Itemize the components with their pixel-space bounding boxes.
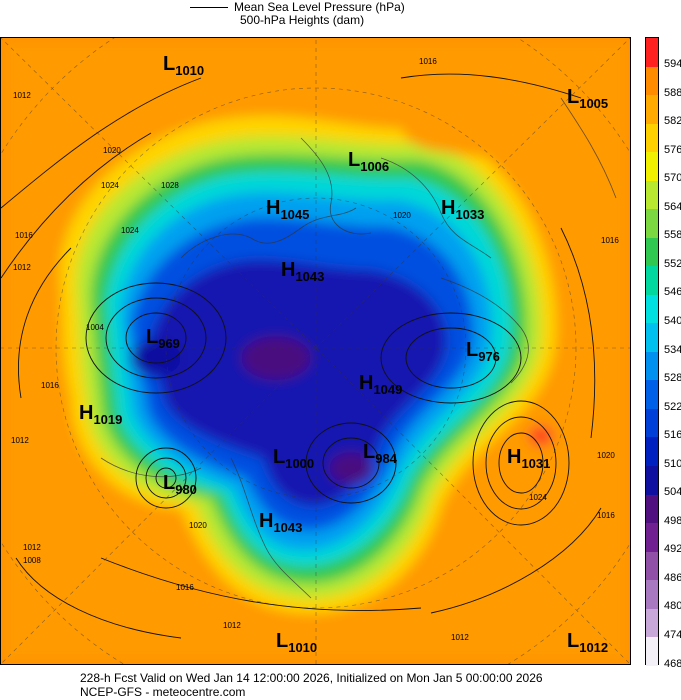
pressure-systems-layer: L1010 L1005 L1006 H1045 H1033 H1043 L969…: [79, 53, 608, 655]
colorbar-level-label: 558: [664, 229, 681, 242]
isobar-label: 1020: [103, 146, 121, 155]
mslp-legend-label: Mean Sea Level Pressure (hPa): [234, 0, 405, 14]
isobar-label: 1016: [15, 231, 33, 240]
colorbar-level-label: 546: [664, 286, 681, 299]
colorbar-segment: [646, 209, 658, 238]
colorbar-segment: [646, 408, 658, 438]
colorbar-segment: [646, 437, 658, 466]
colorbar-level-label: 474: [664, 629, 681, 642]
colorbar-level-label: 540: [664, 315, 681, 328]
weather-map: 1016 1012 1020 1024 1016 1012 1016 1020 …: [0, 37, 631, 665]
colorbar-segment: [646, 66, 658, 96]
isobar-label: 1012: [13, 263, 31, 272]
isobar-label: 1012: [451, 633, 469, 642]
colorbar-level-label: 594: [664, 58, 681, 71]
isobar-label: 1020: [597, 451, 615, 460]
isobar-label: 1020: [189, 521, 207, 530]
colorbar-segment: [646, 123, 658, 153]
isobar-label: 1016: [597, 511, 615, 520]
isobar-label: 1016: [176, 583, 194, 592]
isobar-label-layer: 1016 1012 1020 1024 1016 1012 1016 1020 …: [11, 57, 619, 642]
height-fill-layer: [1, 38, 630, 664]
isobar-layer: [1, 73, 602, 639]
forecast-valid-caption: 228-h Fcst Valid on Wed Jan 14 12:00:00 …: [80, 671, 543, 685]
heights-legend-entry: 500-hPa Heights (dam): [240, 13, 364, 27]
colorbar-level-label: 582: [664, 115, 681, 128]
colorbar-level-label: 510: [664, 457, 681, 470]
colorbar-level-label: 504: [664, 486, 681, 499]
isobar-label: 1012: [223, 621, 241, 630]
colorbar-level-label: 528: [664, 372, 681, 385]
colorbar-level-label: 534: [664, 343, 681, 356]
isobar-label: 1012: [23, 543, 41, 552]
coastline-layer: [100, 97, 617, 599]
isobar-label: 1024: [101, 181, 119, 190]
colorbar-segment: [646, 465, 658, 495]
mslp-line-swatch: [190, 7, 228, 9]
colorbar-segment: [646, 237, 658, 267]
colorbar: [645, 37, 659, 666]
colorbar-segment: [646, 494, 658, 524]
isobar-label: 1024: [121, 226, 139, 235]
colorbar-segment: [646, 38, 658, 67]
colorbar-level-label: 492: [664, 543, 681, 556]
isobar-label: 1028: [161, 181, 179, 190]
colorbar-level-label: 552: [664, 257, 681, 270]
colorbar-segment: [646, 294, 658, 324]
colorbar-level-label: 480: [664, 600, 681, 613]
colorbar-segment: [646, 323, 658, 352]
heights-legend-label: 500-hPa Heights (dam): [240, 13, 365, 27]
isobar-label: 1024: [529, 493, 547, 502]
isobar-label: 1012: [11, 436, 29, 445]
colorbar-segment: [646, 380, 658, 409]
map-canvas: 1016 1012 1020 1024 1016 1012 1016 1020 …: [1, 38, 630, 664]
model-source-caption: NCEP-GFS - meteocentre.com: [80, 685, 246, 699]
colorbar-segment: [646, 351, 658, 381]
isobar-label: 1016: [419, 57, 437, 66]
colorbar-segment: [646, 180, 658, 210]
isobar-label: 1008: [23, 556, 41, 565]
colorbar-level-label: 576: [664, 143, 681, 156]
colorbar-segment: [646, 608, 658, 638]
colorbar-level-label: 516: [664, 429, 681, 442]
colorbar-level-label: 522: [664, 400, 681, 413]
isobar-label: 1016: [41, 381, 59, 390]
colorbar-segment: [646, 551, 658, 581]
isobar-label: 1020: [393, 211, 411, 220]
colorbar-segment: [646, 523, 658, 552]
colorbar-segment: [646, 152, 658, 181]
colorbar-segment: [646, 95, 658, 124]
colorbar-segment: [646, 266, 658, 295]
colorbar-level-label: 468: [664, 657, 681, 670]
colorbar-segment: [646, 580, 658, 609]
isobar-label: 1016: [601, 236, 619, 245]
graticule-layer: [1, 38, 630, 664]
colorbar-level-label: 486: [664, 571, 681, 584]
isobar-label: 1004: [86, 323, 104, 332]
isobar-label: 1012: [13, 91, 31, 100]
colorbar-segment: [646, 637, 658, 666]
colorbar-level-label: 588: [664, 86, 681, 99]
colorbar-level-label: 570: [664, 172, 681, 185]
mslp-legend-entry: Mean Sea Level Pressure (hPa): [190, 0, 405, 14]
colorbar-level-label: 564: [664, 200, 681, 213]
colorbar-level-label: 498: [664, 514, 681, 527]
